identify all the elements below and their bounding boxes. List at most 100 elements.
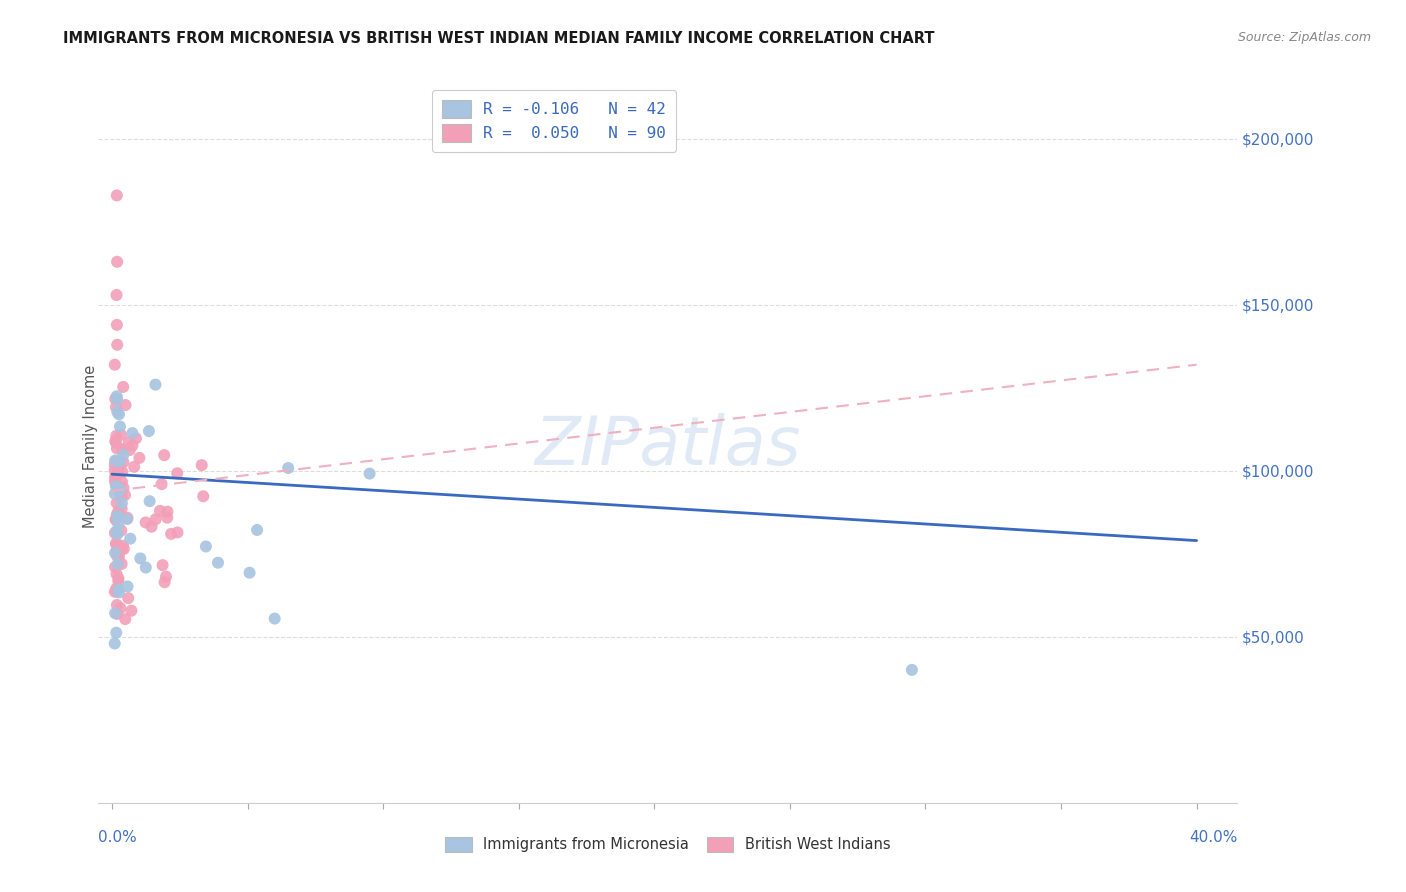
Point [207, 556, 229, 570]
Point [193, 489, 215, 503]
Point [105, 429, 128, 443]
Point [104, 584, 127, 599]
Point [145, 377, 167, 392]
Point [107, 517, 129, 532]
Point [118, 443, 141, 458]
Text: 40.0%: 40.0% [1189, 830, 1237, 845]
Point [239, 566, 262, 580]
Point [111, 557, 134, 571]
Point [359, 467, 381, 481]
Point [107, 574, 129, 588]
Point [107, 557, 129, 571]
Point [108, 483, 131, 498]
Point [105, 389, 128, 403]
Point [108, 486, 131, 500]
Point [105, 496, 128, 510]
Point [138, 424, 160, 438]
Point [112, 448, 135, 462]
Point [120, 604, 142, 618]
Point [107, 504, 129, 518]
Point [112, 380, 135, 394]
Point [104, 560, 127, 574]
Point [108, 585, 131, 599]
Point [111, 475, 134, 489]
Point [120, 532, 142, 546]
Point [104, 546, 127, 560]
Point [105, 607, 128, 621]
Point [125, 431, 148, 445]
Point [153, 448, 176, 462]
Point [105, 625, 128, 640]
Point [104, 487, 127, 501]
Point [156, 505, 179, 519]
Point [246, 523, 269, 537]
Point [105, 536, 128, 550]
Text: IMMIGRANTS FROM MICRONESIA VS BRITISH WEST INDIAN MEDIAN FAMILY INCOME CORRELATI: IMMIGRANTS FROM MICRONESIA VS BRITISH WE… [63, 31, 935, 46]
Point [114, 488, 136, 502]
Point [105, 524, 128, 539]
Point [105, 392, 128, 407]
Point [111, 442, 134, 457]
Point [108, 459, 131, 474]
Text: Source: ZipAtlas.com: Source: ZipAtlas.com [1237, 31, 1371, 45]
Point [104, 435, 127, 450]
Point [104, 513, 127, 527]
Point [105, 526, 128, 541]
Point [111, 496, 134, 510]
Point [105, 582, 128, 596]
Point [111, 490, 134, 504]
Point [104, 512, 127, 526]
Point [105, 583, 128, 598]
Point [105, 598, 128, 612]
Point [104, 475, 127, 490]
Point [108, 454, 131, 468]
Point [129, 551, 152, 566]
Point [104, 479, 127, 493]
Point [166, 525, 188, 540]
Point [160, 527, 183, 541]
Point [104, 392, 127, 406]
Text: 0.0%: 0.0% [98, 830, 138, 845]
Point [112, 541, 135, 556]
Point [107, 480, 129, 494]
Point [110, 601, 132, 615]
Point [111, 442, 134, 457]
Point [104, 358, 127, 372]
Point [150, 477, 173, 491]
Point [104, 606, 127, 620]
Point [111, 465, 134, 479]
Point [104, 458, 127, 472]
Point [117, 591, 139, 605]
Point [112, 481, 135, 495]
Point [107, 464, 129, 478]
Point [105, 442, 128, 456]
Text: ZIPatlas: ZIPatlas [534, 413, 801, 479]
Point [190, 458, 212, 472]
Point [105, 549, 128, 564]
Point [118, 434, 141, 449]
Point [104, 400, 127, 414]
Point [156, 510, 179, 524]
Point [107, 571, 129, 585]
Point [105, 188, 128, 202]
Point [104, 470, 127, 484]
Point [122, 459, 145, 474]
Point [112, 455, 135, 469]
Point [121, 439, 143, 453]
Point [104, 636, 127, 650]
Point [105, 508, 128, 522]
Point [104, 525, 127, 540]
Point [105, 543, 128, 558]
Point [105, 318, 128, 332]
Point [153, 575, 176, 590]
Point [107, 527, 129, 541]
Point [108, 482, 131, 496]
Point [111, 539, 134, 553]
Point [117, 579, 139, 593]
Point [135, 560, 157, 574]
Point [114, 612, 136, 626]
Point [108, 408, 131, 422]
Point [108, 419, 131, 434]
Point [105, 288, 128, 302]
Point [107, 509, 129, 524]
